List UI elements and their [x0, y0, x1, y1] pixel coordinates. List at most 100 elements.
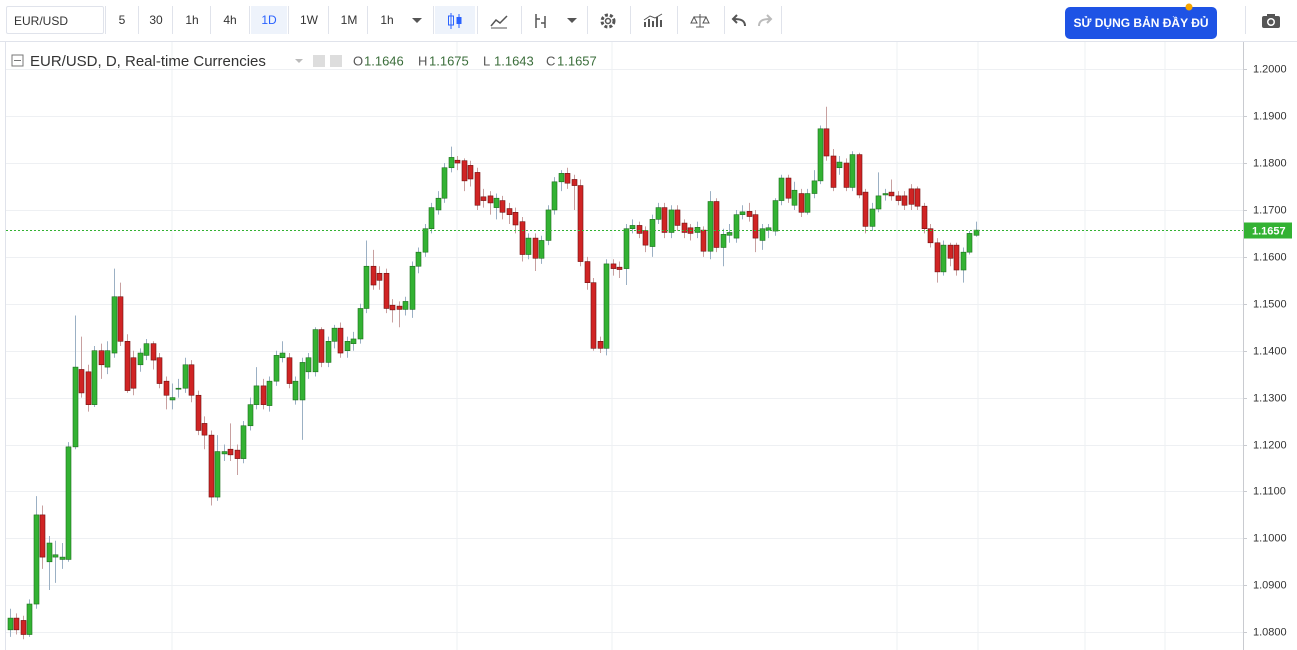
y-tick-label: 1.2000 — [1253, 63, 1287, 75]
candle-body — [20, 620, 27, 635]
candle-body — [312, 329, 319, 373]
indicators-button[interactable] — [523, 6, 559, 34]
candle-body — [836, 161, 843, 169]
candle-body — [960, 251, 967, 271]
ohlc-value: 1.1643 — [494, 53, 534, 68]
candle-body — [78, 369, 85, 394]
candle-body — [616, 266, 623, 270]
candle-body — [804, 193, 811, 213]
candle-body — [273, 355, 280, 382]
ohlc-key: O — [353, 53, 363, 68]
candle-body — [629, 225, 636, 230]
candle-body — [480, 196, 487, 201]
settings-button[interactable] — [589, 6, 627, 34]
y-tick-label: 1.0900 — [1253, 579, 1287, 591]
candle-body — [247, 404, 254, 427]
candle-body — [746, 211, 753, 217]
settings-icon[interactable] — [313, 55, 325, 67]
candle-body — [65, 446, 72, 560]
candle-body — [493, 197, 500, 208]
candle-body — [875, 195, 882, 210]
candle-body — [201, 423, 208, 436]
interval-button[interactable]: 1D — [251, 6, 287, 34]
y-tick-label: 1.1200 — [1253, 439, 1287, 451]
interval-button[interactable]: 1M — [340, 13, 358, 27]
separator — [288, 6, 289, 34]
candle-body — [240, 425, 247, 459]
candles-button[interactable] — [435, 6, 475, 34]
ohlc-key: L — [483, 53, 490, 68]
candle-body — [98, 350, 105, 366]
close-icon[interactable] — [330, 55, 342, 67]
indicators-dropdown[interactable] — [560, 6, 584, 34]
candle-body — [661, 207, 668, 233]
snapshot-button[interactable] — [1252, 6, 1290, 34]
chart-title: EUR/USD, D, Real-time Currencies — [30, 53, 266, 70]
ohlc-value: 1.1675 — [429, 53, 469, 68]
candle-body — [603, 263, 610, 349]
candle-body — [286, 357, 293, 384]
interval-dropdown[interactable] — [405, 6, 429, 34]
redo-button[interactable] — [752, 6, 778, 34]
symbol-input[interactable]: EUR/USD — [6, 6, 104, 34]
candle-body — [137, 352, 144, 366]
candle-body — [973, 229, 980, 236]
candle-body — [111, 296, 118, 354]
upgrade-button[interactable]: SỬ DỤNG BẢN ĐẦY ĐỦ — [1065, 7, 1217, 39]
candle-body — [681, 222, 688, 233]
separator — [172, 6, 173, 34]
candle-body — [856, 154, 863, 196]
candle-body — [519, 221, 526, 255]
candle-body — [869, 208, 876, 227]
y-tick-label: 1.1900 — [1253, 110, 1287, 122]
candle-body — [389, 304, 396, 311]
interval-button[interactable]: 4h — [223, 13, 237, 27]
candle-body — [325, 341, 332, 363]
candle-body — [623, 228, 630, 269]
compare-button[interactable] — [479, 6, 519, 34]
candle-body — [299, 362, 306, 401]
candle-body — [733, 214, 740, 239]
candle-body — [798, 193, 805, 213]
candle-body — [163, 380, 170, 396]
caret — [412, 18, 422, 23]
scale-button[interactable] — [679, 6, 721, 34]
chart-button[interactable] — [632, 6, 674, 34]
candle-body — [72, 366, 79, 448]
candle-body — [720, 234, 727, 248]
candle-body — [182, 364, 189, 389]
candle-body — [934, 242, 941, 273]
scale-icon — [690, 13, 710, 28]
candle-body — [674, 209, 681, 226]
candle-body — [610, 263, 617, 269]
candle-body — [564, 173, 571, 184]
title-dropdown[interactable] — [295, 59, 303, 63]
undo-button[interactable] — [726, 6, 752, 34]
candle-body — [91, 350, 98, 405]
candle-body — [823, 128, 830, 157]
candle-body — [448, 157, 455, 169]
candle-body — [370, 265, 377, 286]
interval-button[interactable]: 1W — [300, 13, 318, 27]
candle-body — [474, 172, 481, 206]
candle-body — [636, 225, 643, 234]
candle-body — [713, 201, 720, 248]
candle-body — [901, 195, 908, 206]
redo-icon — [758, 14, 773, 26]
interval-button[interactable]: 1h — [185, 13, 199, 27]
interval-button[interactable]: 1h — [380, 13, 394, 27]
candle-body — [52, 554, 59, 558]
candle-body — [655, 207, 662, 220]
candle-body — [227, 448, 234, 456]
candle-body — [545, 209, 552, 241]
candle-body — [843, 162, 850, 188]
interval-button[interactable]: 30 — [149, 13, 163, 27]
interval-button[interactable]: 5 — [118, 13, 126, 27]
candle-body — [396, 305, 403, 310]
candle-body — [551, 181, 558, 211]
candle-body — [597, 341, 604, 349]
candle-body — [571, 179, 578, 186]
candle-body — [143, 343, 150, 356]
y-tick-label: 1.1100 — [1253, 485, 1286, 497]
